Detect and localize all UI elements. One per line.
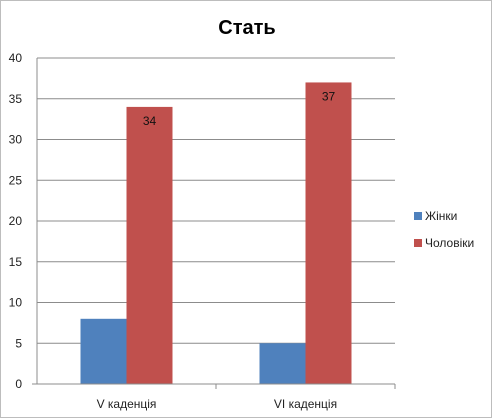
- y-tick-label: 5: [15, 336, 22, 350]
- data-label: 34: [143, 114, 157, 128]
- axes: [32, 58, 396, 389]
- legend-swatch: [414, 239, 422, 247]
- y-tick-label: 30: [9, 133, 23, 147]
- x-category-label: V каденція: [97, 397, 157, 411]
- y-tick-label: 20: [9, 214, 23, 228]
- y-tick-label: 25: [9, 173, 23, 187]
- data-labels: 34 37: [143, 89, 336, 127]
- y-tick-label: 35: [9, 92, 23, 106]
- data-label: 37: [322, 89, 336, 103]
- bar-men: [126, 106, 173, 385]
- y-axis-tick-labels: 0 5 10 15 20 25 30 35 40: [9, 51, 23, 391]
- bars: [80, 82, 352, 385]
- legend-label: Жінки: [425, 209, 457, 223]
- bar-women: [259, 343, 306, 384]
- y-tick-label: 0: [15, 377, 22, 391]
- y-tick-label: 10: [9, 296, 23, 310]
- bar-women: [80, 318, 127, 384]
- gridlines: [37, 57, 395, 344]
- chart-title: Стать: [218, 17, 275, 39]
- x-category-label: VI каденція: [274, 397, 337, 411]
- legend-swatch: [414, 212, 422, 220]
- x-axis-category-labels: V каденція VI каденція: [97, 397, 338, 411]
- legend: Жінки Чоловіки: [414, 209, 474, 250]
- y-tick-label: 15: [9, 255, 23, 269]
- y-tick-label: 40: [9, 51, 23, 65]
- legend-label: Чоловіки: [425, 236, 474, 250]
- bar-men: [305, 82, 352, 384]
